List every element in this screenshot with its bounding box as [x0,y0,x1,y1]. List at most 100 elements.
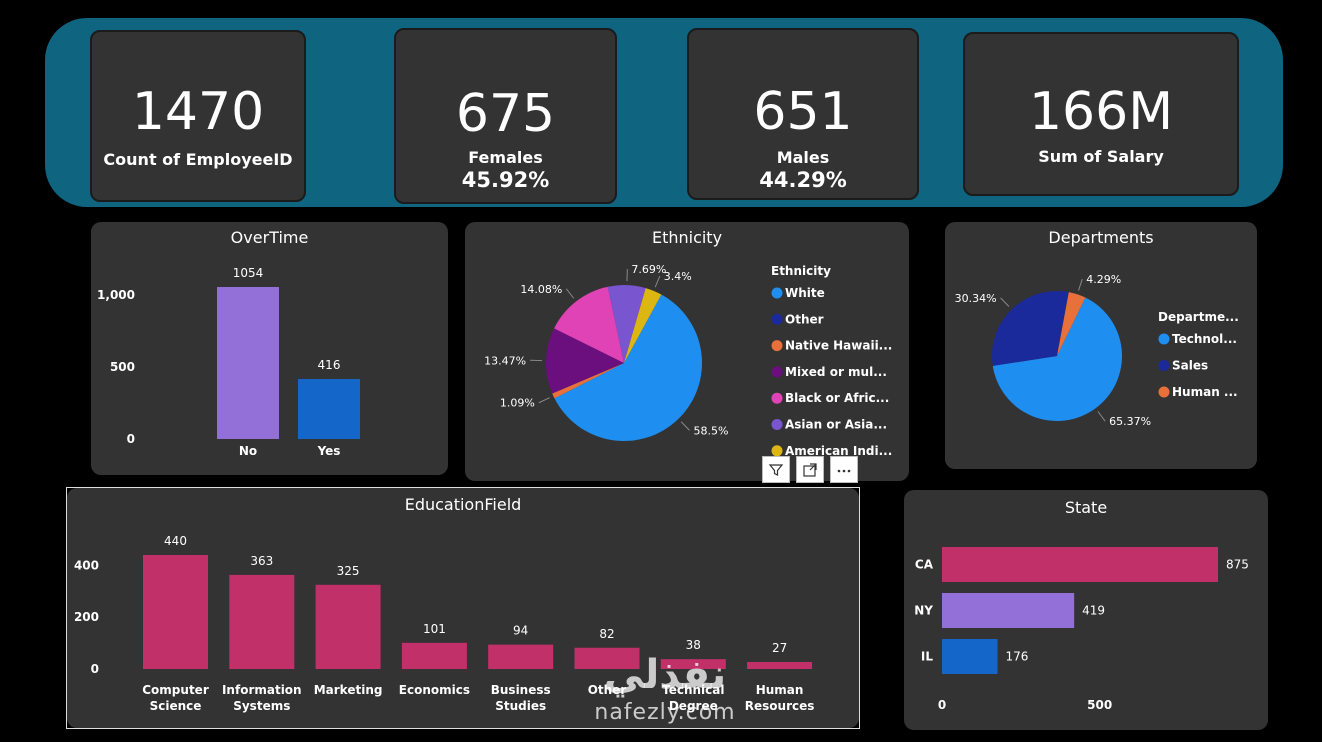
data-label: 38 [686,638,701,652]
bar [488,644,554,669]
kpi-label: Count of EmployeeID [103,150,293,169]
kpi-value: 675 [455,84,556,144]
y-tick-label: 0 [127,432,135,446]
overtime-chart: 0 500 1,000 1054 No 416 Yes [97,266,360,458]
legend-item: Human ... [1172,385,1238,399]
state-card[interactable]: State 875 CA 419 NY 176 IL 0 500 [904,490,1268,730]
y-tick-label: 400 [74,558,99,572]
ethnicity-card[interactable]: Ethnicity 58.5% 1.09% 13.47% 14.08% 7.69% 3.4… [465,222,909,481]
kpi-card-salary[interactable]: 166M Sum of Salary [963,32,1239,196]
data-label: 419 [1082,604,1105,618]
data-label: 875 [1226,558,1249,572]
y-tick-label: 0 [91,662,99,676]
x-tick-label: Computer [142,683,209,697]
x-tick-label: Degree [669,699,718,713]
pie-slice [554,294,702,441]
bar [942,593,1075,628]
ethnicity-chart: 58.5% 1.09% 13.47% 14.08% 7.69%3.4% Ethnicity… [484,263,892,458]
pie-slice [554,286,624,363]
x-tick-label: 0 [938,698,946,712]
legend-item: Technol... [1172,332,1237,346]
education-card[interactable]: EducationField 0 200 400 440 Computer Science… [67,488,859,728]
leader-line [1078,278,1083,291]
chart-title: EducationField [404,495,522,514]
y-tick-label: 1,000 [97,288,135,302]
overtime-card[interactable]: OverTime 0 500 1,000 1054 No 416 Yes [91,222,448,475]
data-label: 1.09% [500,397,535,410]
chart-title: OverTime [230,228,309,247]
bar [942,547,1218,582]
legend-item: Asian or Asia... [785,418,887,432]
pie-slice [546,328,624,394]
bar [298,379,360,439]
kpi-card-employee-count[interactable]: 1470 Count of EmployeeID [90,30,306,202]
x-tick-label: Science [150,699,202,713]
leader-line [1097,411,1106,422]
kpi-card-females[interactable]: 675 Females 45.92% [394,28,617,204]
departments-card[interactable]: Departments 65.37% 30.34% 4.29% Departme...… [945,222,1257,469]
legend-swatch [771,366,783,378]
watermark-mark: نفذلي [603,652,727,698]
data-label: 14.08% [520,283,562,296]
watermark-text: nafezly.com [594,700,736,725]
data-label: 363 [250,554,273,568]
data-label: 82 [599,627,614,641]
departments-chart: 65.37% 30.34% 4.29% Departme... Technol... Sa… [955,273,1239,428]
kpi-percent: 45.92% [461,168,550,192]
x-tick-label: Economics [399,683,470,697]
data-label: 416 [318,358,341,372]
y-tick-label: CA [915,558,934,572]
bar [217,287,279,439]
data-label: 440 [164,534,187,548]
leader-line [565,288,575,299]
leader-line [538,397,550,404]
y-tick-label: 200 [74,610,99,624]
bar [315,584,381,669]
y-tick-label: NY [914,604,933,618]
legend-swatch [771,287,783,299]
legend-item: Sales [1172,359,1208,373]
data-label: 3.4% [664,270,692,283]
x-tick-label: Resources [745,699,815,713]
bar [229,574,295,669]
watermark-logo: نفذلي nafezly.com [580,650,750,740]
x-tick-label: Studies [495,699,546,713]
pie-slice [624,288,662,363]
data-label: 13.47% [484,354,526,367]
state-chart: 875 CA 419 NY 176 IL 0 500 [914,547,1249,712]
data-label: 94 [513,624,528,638]
legend-swatch [1158,360,1170,371]
kpi-label: Sum of Salary [1038,147,1164,166]
data-label: 58.5% [694,424,729,437]
x-tick-label: Marketing [314,683,383,697]
leader-line [1000,297,1010,307]
x-tick-label: Systems [233,699,290,713]
focus-mode-icon[interactable] [796,456,824,483]
legend-item: American Indi... [785,444,892,458]
chart-title: State [1064,498,1108,517]
kpi-label: Males [776,148,830,167]
data-label: 325 [337,564,360,578]
bar [401,642,467,669]
filter-icon[interactable] [762,456,790,483]
kpi-value: 651 [753,82,853,142]
pie-slice [1057,292,1086,356]
kpi-label: Females [468,148,543,167]
y-tick-label: 500 [110,360,135,374]
leader-line [680,421,690,431]
data-label: 176 [1006,650,1029,664]
legend-swatch [1158,333,1170,345]
chart-title: Departments [1048,228,1154,247]
legend-item: Other [785,312,824,326]
more-options-icon[interactable] [830,456,858,483]
data-label: 7.69% [631,263,666,276]
legend-item: White [785,286,825,300]
data-label: 4.29% [1086,273,1121,286]
kpi-card-males[interactable]: 651 Males 44.29% [687,28,919,200]
bar [660,659,726,669]
bar [574,647,640,669]
x-tick-label: Business [491,683,551,697]
legend-swatch [771,313,783,325]
bar [747,662,813,669]
y-tick-label: IL [921,650,933,664]
